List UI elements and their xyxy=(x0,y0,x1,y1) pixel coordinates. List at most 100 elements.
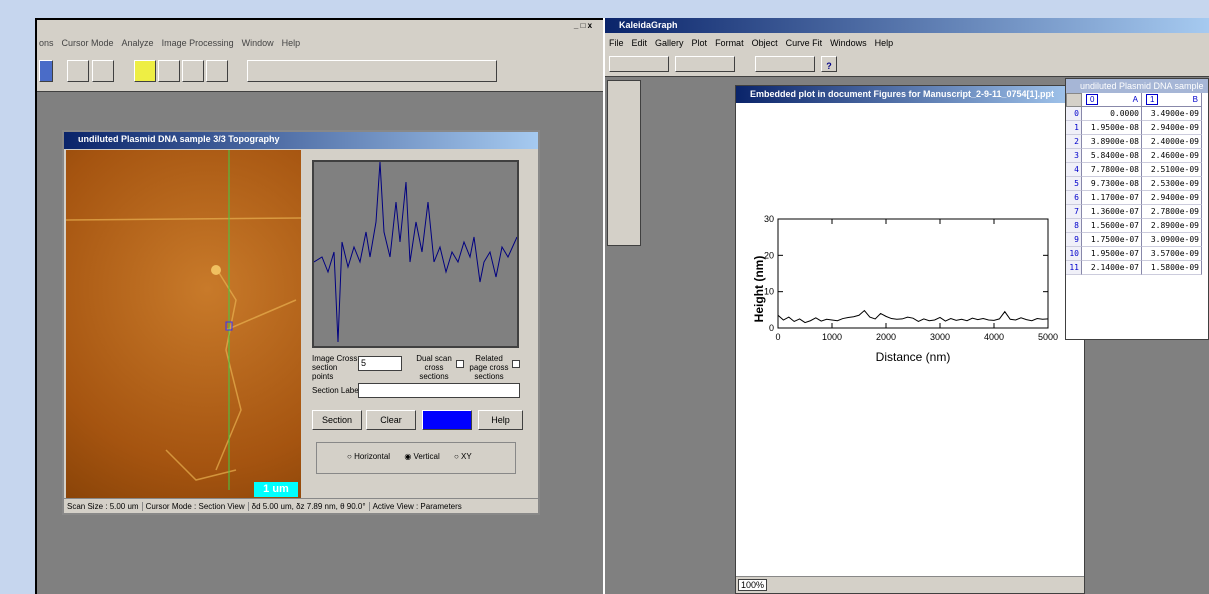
tool-group[interactable] xyxy=(755,56,815,72)
column-label: 0 xyxy=(1086,94,1099,105)
table-cell: 2.5100e-09 xyxy=(1142,163,1202,177)
header-corner xyxy=(1066,93,1082,107)
table-cell: 2.1400e-07 xyxy=(1082,261,1142,275)
row-index: 7 xyxy=(1066,205,1082,219)
menu-item[interactable]: Plot xyxy=(691,38,708,48)
table-cell: 1.1700e-07 xyxy=(1082,191,1142,205)
table-cell: 2.9400e-09 xyxy=(1142,191,1202,205)
tool-group[interactable] xyxy=(675,56,735,72)
x-tick-label: 4000 xyxy=(984,332,1004,342)
scroll-bar: 100% xyxy=(736,576,1084,593)
row-index: 5 xyxy=(1066,177,1082,191)
label: Image Cross section points xyxy=(312,354,358,381)
checkbox[interactable] xyxy=(512,360,520,368)
x-tick-label: 5000 xyxy=(1038,332,1058,342)
x-tick-label: 0 xyxy=(775,332,780,342)
window-controls[interactable]: _ □ x xyxy=(565,20,601,32)
menu-item[interactable]: Window xyxy=(241,38,274,48)
menu-item[interactable]: Edit xyxy=(631,38,648,48)
radio[interactable]: ◉ Vertical xyxy=(404,452,440,461)
x-axis-label: Distance (nm) xyxy=(876,350,951,364)
y-axis-label: Height (nm) xyxy=(752,256,766,323)
scale-bar: 1 um xyxy=(254,482,298,497)
table-cell: 5.8400e-08 xyxy=(1082,149,1142,163)
table-cell: 3.4900e-09 xyxy=(1142,107,1202,121)
menu-item[interactable]: Windows xyxy=(830,38,867,48)
chart: Height (nm) Distance (nm) 0 1000 2000 3000 4… xyxy=(752,214,1058,364)
afm-image: 1 um xyxy=(66,150,301,498)
profile-plot xyxy=(312,160,519,348)
tool-group[interactable] xyxy=(609,56,669,72)
button[interactable]: Clear xyxy=(366,410,416,430)
menu-bar: ons Cursor Mode Analyze Image Processing Win… xyxy=(37,20,603,54)
toolbar: ? xyxy=(605,53,1209,77)
column-label: 1 xyxy=(1146,94,1159,105)
menu-item[interactable]: Cursor Mode xyxy=(61,38,114,48)
tool-button[interactable] xyxy=(158,60,180,82)
label: Section Label xyxy=(312,386,361,395)
data-window: undiluted Plasmid DNA sample 0 A 1 B 0 0.0000… xyxy=(1065,78,1209,340)
image-overlay xyxy=(66,150,301,490)
toolbar xyxy=(37,54,603,92)
y-tick-label: 10 xyxy=(764,287,774,297)
menu-item[interactable]: Format xyxy=(715,38,744,48)
table-cell: 0.0000 xyxy=(1082,107,1142,121)
table-cell: 9.7300e-08 xyxy=(1082,177,1142,191)
tool-button[interactable] xyxy=(39,60,53,82)
radio-label: XY xyxy=(461,452,472,461)
zoom-select[interactable]: 100% xyxy=(738,579,768,591)
table-cell: 1.9500e-08 xyxy=(1082,121,1142,135)
status-bar: Scan Size : 5.00 um Cursor Mode : Section… xyxy=(64,498,538,513)
text-input[interactable] xyxy=(358,383,520,398)
menu-item[interactable]: Image Processing xyxy=(161,38,234,48)
tool-button[interactable] xyxy=(92,60,114,82)
menu-item[interactable]: Curve Fit xyxy=(785,38,823,48)
row-index: 2 xyxy=(1066,135,1082,149)
menu-item[interactable]: Object xyxy=(751,38,778,48)
tool-button[interactable] xyxy=(182,60,204,82)
tool-button[interactable] xyxy=(206,60,228,82)
menu-item[interactable]: Analyze xyxy=(121,38,154,48)
row-index: 8 xyxy=(1066,219,1082,233)
table-cell: 2.4600e-09 xyxy=(1142,149,1202,163)
menu-item[interactable]: ons xyxy=(39,38,54,48)
select[interactable]: 5 xyxy=(358,356,402,371)
title-bar: KaleidaGraph xyxy=(605,18,1209,33)
status-field: Active View : Parameters xyxy=(372,502,462,511)
tool-palette[interactable] xyxy=(607,80,641,246)
button[interactable]: Section xyxy=(312,410,362,430)
menu-item[interactable]: File xyxy=(609,38,624,48)
table-cell: 1.5600e-07 xyxy=(1082,219,1142,233)
menu-item[interactable]: Help xyxy=(874,38,894,48)
data-line xyxy=(777,309,1049,324)
afm-window: undiluted Plasmid DNA sample 3/3 Topogra… xyxy=(62,130,540,515)
data-table: 0 A 1 B 0 0.0000 3.4900e-09 1 1.9500e-08 2.9400e-… xyxy=(1066,93,1208,339)
row-index: 6 xyxy=(1066,191,1082,205)
help-button[interactable]: ? xyxy=(821,56,837,72)
tool-group[interactable] xyxy=(247,60,497,82)
row-index: 4 xyxy=(1066,163,1082,177)
table-cell: 2.8900e-09 xyxy=(1142,219,1202,233)
table-cell: 2.7800e-09 xyxy=(1142,205,1202,219)
plot-frame xyxy=(777,218,1049,329)
column-label: B xyxy=(1192,95,1198,104)
table-cell: 1.5800e-09 xyxy=(1142,261,1202,275)
menu-item[interactable]: Help xyxy=(281,38,301,48)
table-cell: 2.5300e-09 xyxy=(1142,177,1202,191)
button[interactable]: Help xyxy=(478,410,523,430)
radio[interactable]: ○ XY xyxy=(453,452,472,461)
status-field: δd 5.00 um, δz 7.89 nm, θ 90.0° xyxy=(248,502,370,511)
title-bar: Embedded plot in document Figures for Ma… xyxy=(736,86,1084,103)
status-field: Scan Size : 5.00 um xyxy=(64,502,143,511)
table-cell: 1.9500e-07 xyxy=(1082,247,1142,261)
radio[interactable]: ○ Horizontal xyxy=(347,452,391,461)
menu-item[interactable]: Gallery xyxy=(655,38,684,48)
tool-button[interactable] xyxy=(134,60,156,82)
tool-button[interactable] xyxy=(67,60,89,82)
status-field: Cursor Mode : Section View xyxy=(142,502,249,511)
title-bar: undiluted Plasmid DNA sample xyxy=(1066,79,1208,93)
color-button[interactable] xyxy=(422,410,472,430)
checkbox[interactable] xyxy=(456,360,464,368)
